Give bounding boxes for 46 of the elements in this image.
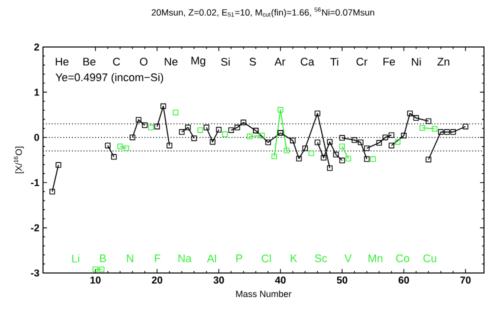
annotation: Co xyxy=(396,254,410,262)
annotation: Cl xyxy=(262,254,271,262)
annotation: N xyxy=(127,254,134,262)
chart-title: 20Msun, Z=0.02, E$_{51}$=10, M$_{cut}$(fin)=1.66, $^{56}$Ni=0.07Msun xyxy=(152,8,374,18)
annotation: Mg xyxy=(192,56,206,67)
annotation: O xyxy=(140,58,148,66)
annotation: Zn xyxy=(437,58,450,66)
x-tick-label: 60 xyxy=(398,276,409,284)
annotation: B xyxy=(100,254,106,262)
y-axis-title: [X/$^{16}$O] xyxy=(14,146,24,174)
annotation: K xyxy=(290,254,298,262)
y-tick-label: -2 xyxy=(30,224,40,232)
annotation: Ca xyxy=(300,58,314,66)
y-tick-label: -3 xyxy=(30,269,40,277)
annotation: Ni xyxy=(412,58,421,66)
annotation: Ar xyxy=(274,58,286,66)
x-tick-label: 10 xyxy=(90,276,101,284)
annotation: Sc xyxy=(314,254,327,262)
annotation: Al xyxy=(206,254,216,262)
annotation: Cu xyxy=(423,254,436,262)
x-tick-label: 40 xyxy=(275,276,286,284)
x-tick-label: 20 xyxy=(152,276,162,284)
annotation: V xyxy=(344,254,352,262)
x-tick-label: 70 xyxy=(460,276,471,284)
annotation: S xyxy=(250,58,256,66)
annotation: Ne xyxy=(164,58,178,66)
x-tick-label: 30 xyxy=(213,276,224,284)
y-tick-label: 2 xyxy=(34,44,40,50)
annotation: Ti xyxy=(330,58,338,66)
annotation: He xyxy=(56,58,69,66)
annotation: Li xyxy=(72,254,80,262)
y-tick-label: 1 xyxy=(34,88,40,96)
annotation: Fe xyxy=(384,58,395,66)
annotation: Si xyxy=(221,58,230,66)
annotation: Ye=0.4997 (incom−Si) xyxy=(56,73,164,84)
annotation: C xyxy=(113,58,120,66)
y-tick-label: -1 xyxy=(30,179,40,186)
annotation: F xyxy=(154,254,160,262)
y-tick-label: 0 xyxy=(34,134,40,141)
annotation: P xyxy=(236,254,242,262)
annotation: Be xyxy=(83,58,96,66)
annotation: Na xyxy=(178,254,192,262)
x-tick-label: 50 xyxy=(336,276,348,284)
x-axis-title: Mass Number xyxy=(236,290,292,298)
annotation: Mn xyxy=(368,254,382,262)
annotation: Cr xyxy=(356,58,368,66)
